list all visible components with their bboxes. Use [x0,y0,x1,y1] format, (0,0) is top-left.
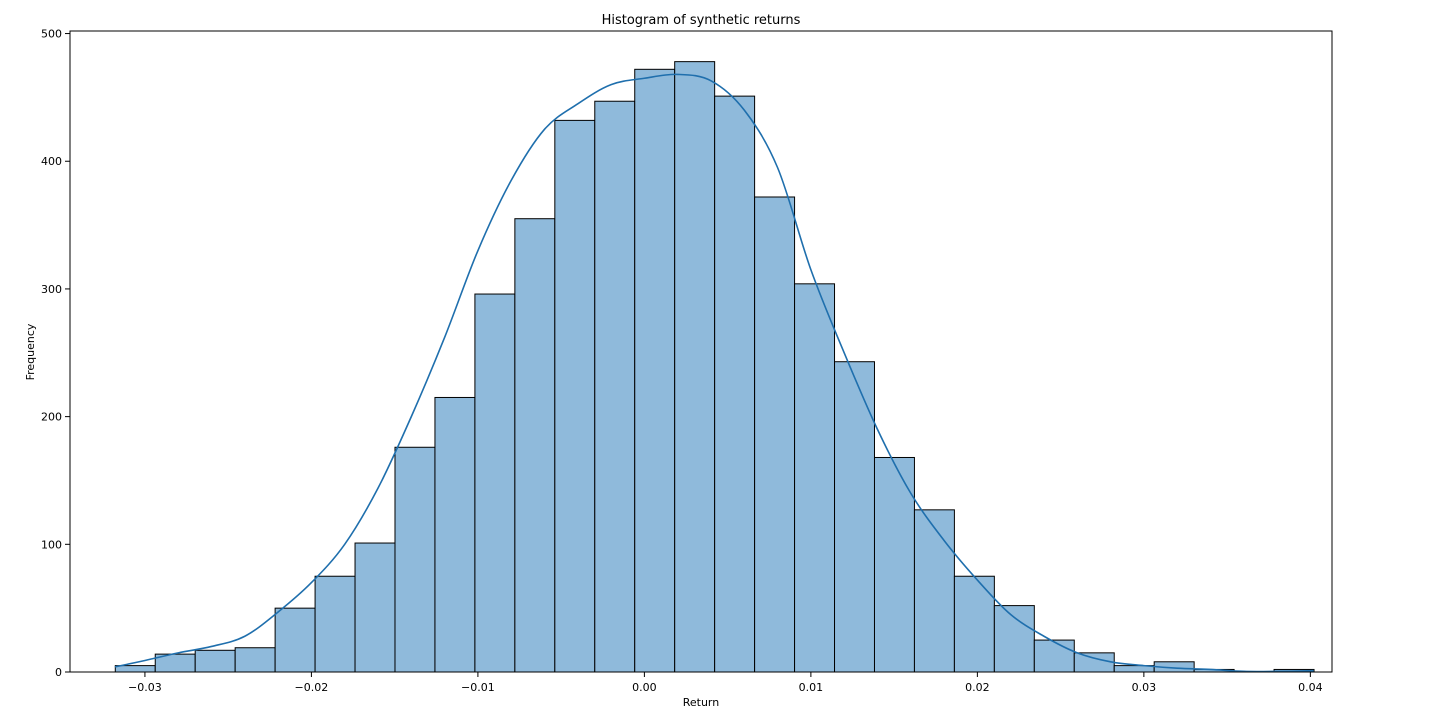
histogram-bar [1033,639,1075,673]
x-tick-label: 0.01 [799,681,824,694]
histogram-bar [394,446,436,673]
y-tick-label: 200 [41,411,62,424]
histogram-bar [514,218,556,673]
y-tick-label: 0 [55,666,62,679]
histogram-bar [754,196,796,673]
plot-frame [69,30,1333,673]
histogram-bar [873,456,915,673]
histogram-bar [794,283,836,673]
histogram-bar [474,293,516,673]
y-tick-label: 400 [41,155,62,168]
histogram-bar [913,509,955,673]
x-tick-label: −0.01 [461,681,495,694]
histogram-bar [634,68,676,673]
y-tick-label: 100 [41,538,62,551]
x-tick-label: 0.04 [1298,681,1323,694]
x-axis-label: Return [683,696,720,709]
histogram-bar [594,100,636,673]
histogram-bar [554,119,596,673]
x-tick-label: 0.02 [965,681,990,694]
y-axis-ticks: 0 100 200 300 400 500 [41,28,70,679]
x-axis-ticks: −0.03 −0.02 −0.01 0.00 0.01 0.02 0.03 0.04 [128,672,1323,694]
histogram-bar [234,647,276,673]
histogram-bar [354,542,396,673]
histogram-bar [194,649,236,673]
histogram-bar [1073,652,1115,673]
kde-curve [114,73,1314,673]
histogram-bar [993,605,1035,673]
histogram-bar [274,607,316,673]
histogram-bar [714,95,756,673]
y-axis-label: Frequency [24,323,37,380]
histogram-bar [834,361,875,673]
histogram-bar [114,665,156,673]
x-tick-label: 0.00 [632,681,657,694]
histogram-bars [114,61,1315,673]
histogram-bar [674,61,716,673]
histogram-bar [314,575,356,673]
histogram-bar [953,575,995,673]
x-tick-label: −0.03 [128,681,162,694]
chart-title: Histogram of synthetic returns [602,13,801,28]
y-tick-label: 500 [41,28,62,41]
histogram-bar [434,396,476,673]
x-tick-label: −0.02 [295,681,329,694]
y-tick-label: 300 [41,283,62,296]
x-tick-label: 0.03 [1132,681,1157,694]
